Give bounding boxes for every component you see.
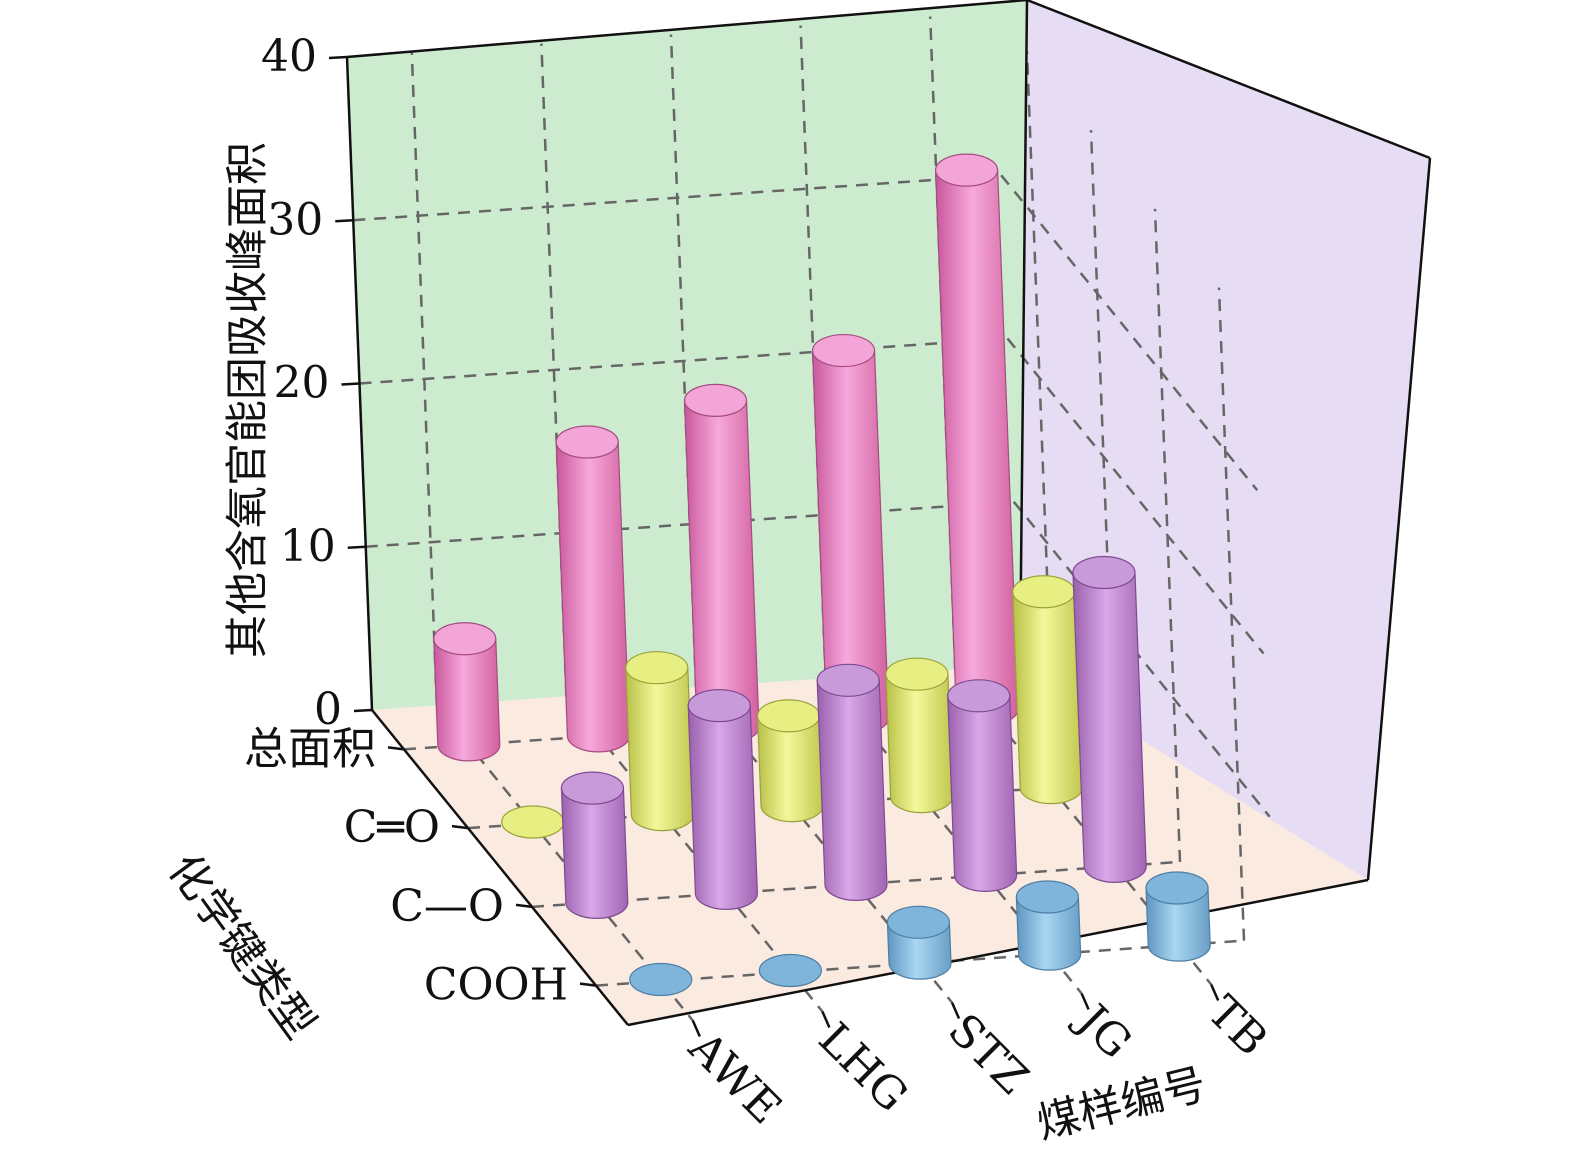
bar (816, 663, 888, 901)
x-tick-label: LHG (809, 1013, 918, 1122)
y-axis-ticks: 总面积 C═O C—O COOH (244, 723, 597, 1011)
x-tick-label: TB (1197, 986, 1277, 1066)
x-tick-mark (691, 1019, 701, 1038)
bar (886, 905, 952, 980)
back-wall (347, 0, 1027, 710)
z-tick-mark (347, 545, 366, 549)
x-tick-label: STZ (938, 1004, 1038, 1104)
grid-line (1006, 337, 1265, 655)
bar (625, 651, 695, 832)
z-tick-mark (335, 219, 354, 223)
bar (756, 699, 824, 823)
bar (1145, 871, 1211, 962)
x-tick-label: AWE (678, 1022, 791, 1135)
z-tick-label: 0 (314, 684, 342, 735)
z-tick-mark (353, 708, 373, 713)
grid-line (1217, 287, 1246, 941)
y-tick-mark (579, 982, 597, 987)
grid-line (359, 337, 1008, 385)
x-tick-mark (1210, 983, 1220, 1002)
y-tick-mark (515, 903, 533, 909)
bar (1015, 880, 1082, 971)
axis-frame (345, 0, 1432, 1027)
z-tick-mark (328, 55, 348, 60)
z-tick-label: 20 (274, 358, 330, 409)
z-tick-label: 40 (261, 31, 317, 82)
y-tick-label: 总面积 (244, 723, 376, 774)
bar (1012, 575, 1083, 805)
x-tick-mark (950, 1001, 961, 1020)
x-tick-mark (821, 1010, 831, 1029)
bar (501, 805, 565, 839)
bar (1072, 555, 1147, 883)
y-tick-mark (451, 824, 469, 830)
y-tick-label: C—O (390, 881, 504, 932)
grid-line (353, 174, 1002, 222)
bar (758, 953, 822, 988)
z-tick-mark (341, 382, 360, 386)
z-axis-title: 其他含氧官能团吸收峰面积 (223, 142, 273, 658)
y-tick-mark (387, 746, 405, 751)
bar (629, 962, 693, 997)
z-tick-label: 10 (280, 521, 336, 572)
z-tick-label: 30 (267, 194, 323, 245)
x-tick-mark (1080, 992, 1090, 1011)
bar (433, 622, 501, 762)
y-axis-title: 化学键类型 (158, 845, 325, 1048)
bar (555, 425, 631, 753)
bar (687, 689, 759, 910)
bars (433, 153, 1211, 997)
bar (560, 771, 629, 919)
bar (947, 679, 1018, 892)
grid-line (1000, 174, 1259, 492)
y-tick-label: C═O (344, 802, 440, 853)
grid-line (1012, 500, 1271, 818)
x-tick-label: JG (1065, 992, 1141, 1068)
y-tick-label: COOH (424, 960, 568, 1011)
z-axis-ticks: 0 10 20 30 40 (261, 31, 373, 735)
x-axis-title: 煤样编号 (1032, 1059, 1211, 1149)
bar (885, 657, 954, 814)
